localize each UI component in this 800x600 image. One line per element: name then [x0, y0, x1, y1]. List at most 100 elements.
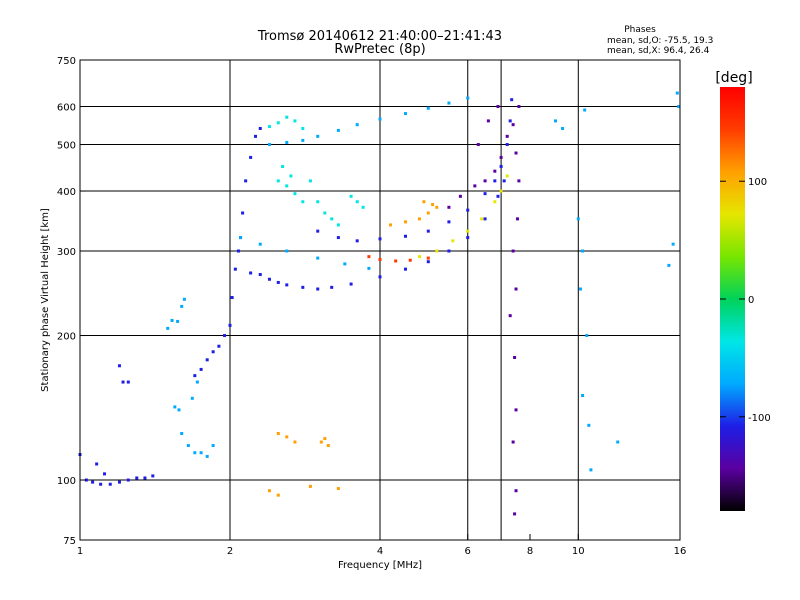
echo-point: [355, 123, 359, 127]
echo-point: [301, 138, 305, 142]
echo-point: [241, 211, 245, 215]
echo-point: [143, 476, 147, 480]
axis-ticks: 1 2 4 6 8 10 16 75 100 200 300 400 500 600 750: [57, 56, 686, 557]
echo-point: [293, 440, 297, 444]
echo-point: [466, 208, 470, 212]
echo-point: [285, 115, 289, 119]
echo-point: [435, 249, 439, 253]
echo-point: [323, 211, 327, 215]
echo-point: [330, 217, 334, 221]
echo-point: [319, 440, 323, 444]
echo-point: [511, 123, 515, 127]
echo-point: [258, 242, 262, 246]
echo-point: [508, 314, 512, 318]
echo-point: [349, 194, 353, 198]
echo-point: [514, 151, 518, 155]
echo-point: [553, 119, 557, 123]
echo-point: [447, 205, 451, 209]
echo-point: [190, 396, 194, 400]
echo-point: [496, 194, 500, 198]
echo-point: [473, 184, 477, 188]
echo-point: [355, 239, 359, 243]
echo-point: [276, 179, 280, 183]
echo-point: [193, 451, 197, 455]
echo-point: [316, 134, 320, 138]
echo-point: [403, 267, 407, 271]
echo-point: [285, 249, 289, 253]
echo-point: [199, 367, 203, 371]
echo-point: [211, 350, 215, 354]
echo-point: [267, 125, 271, 129]
echo-point: [493, 169, 497, 173]
echo-point: [230, 296, 234, 300]
echo-point: [173, 405, 177, 409]
echo-point: [496, 105, 500, 109]
echo-point: [301, 126, 305, 130]
echo-point: [426, 260, 430, 264]
y-tick-label: 300: [57, 247, 76, 258]
y-tick-label: 500: [57, 141, 76, 152]
echo-point: [517, 105, 521, 109]
echo-point: [151, 474, 155, 478]
colorbar-tick-label: 100: [748, 177, 767, 188]
echo-point: [493, 200, 497, 204]
echo-point: [349, 282, 353, 286]
grid-lines: [80, 60, 680, 540]
echo-point: [378, 237, 382, 241]
echo-point: [293, 119, 297, 123]
echo-point: [170, 318, 174, 322]
x-tick-label: 4: [377, 546, 383, 557]
y-tick-label: 100: [57, 476, 76, 487]
echo-point: [367, 266, 371, 270]
echo-point: [499, 164, 503, 168]
echo-point: [103, 472, 107, 476]
echo-point: [493, 179, 497, 183]
echo-point: [616, 440, 620, 444]
stats-heading: Phases: [624, 25, 656, 35]
echo-point: [205, 358, 209, 362]
echo-point: [499, 155, 503, 159]
y-tick-label: 200: [57, 332, 76, 343]
echo-point: [108, 482, 112, 486]
echo-point: [483, 217, 487, 221]
echo-point: [258, 273, 262, 277]
y-tick-label: 600: [57, 103, 76, 114]
echo-point: [361, 205, 365, 209]
echo-point: [466, 96, 470, 100]
echo-point: [285, 435, 289, 439]
echo-point: [677, 105, 681, 109]
echo-point: [276, 121, 280, 125]
echo-point: [253, 134, 257, 138]
echo-point: [451, 239, 455, 243]
echo-point: [378, 117, 382, 121]
echo-point: [667, 263, 671, 267]
echo-point: [408, 258, 412, 262]
echo-point: [403, 234, 407, 238]
echo-point: [249, 155, 253, 159]
echo-point: [417, 217, 421, 221]
x-tick-label: 16: [674, 546, 687, 557]
x-tick-label: 2: [227, 546, 233, 557]
echo-point: [308, 179, 312, 183]
echo-point: [249, 271, 253, 275]
echo-point: [517, 179, 521, 183]
echo-point: [447, 220, 451, 224]
echo-point: [121, 380, 125, 384]
echo-point: [267, 489, 271, 493]
echo-point: [301, 200, 305, 204]
echo-point: [177, 408, 181, 412]
y-tick-label: 750: [57, 56, 76, 67]
echo-point: [403, 220, 407, 224]
echo-point: [195, 380, 199, 384]
echo-point: [239, 236, 243, 240]
echo-point: [285, 184, 289, 188]
echo-point: [589, 468, 593, 472]
echo-point: [505, 174, 509, 178]
echo-point: [316, 287, 320, 291]
echo-point: [576, 217, 580, 221]
echo-point: [510, 98, 514, 102]
echo-point: [126, 380, 130, 384]
colorbar-ticks: 100 0 -100: [720, 177, 771, 424]
echo-point: [675, 91, 679, 95]
